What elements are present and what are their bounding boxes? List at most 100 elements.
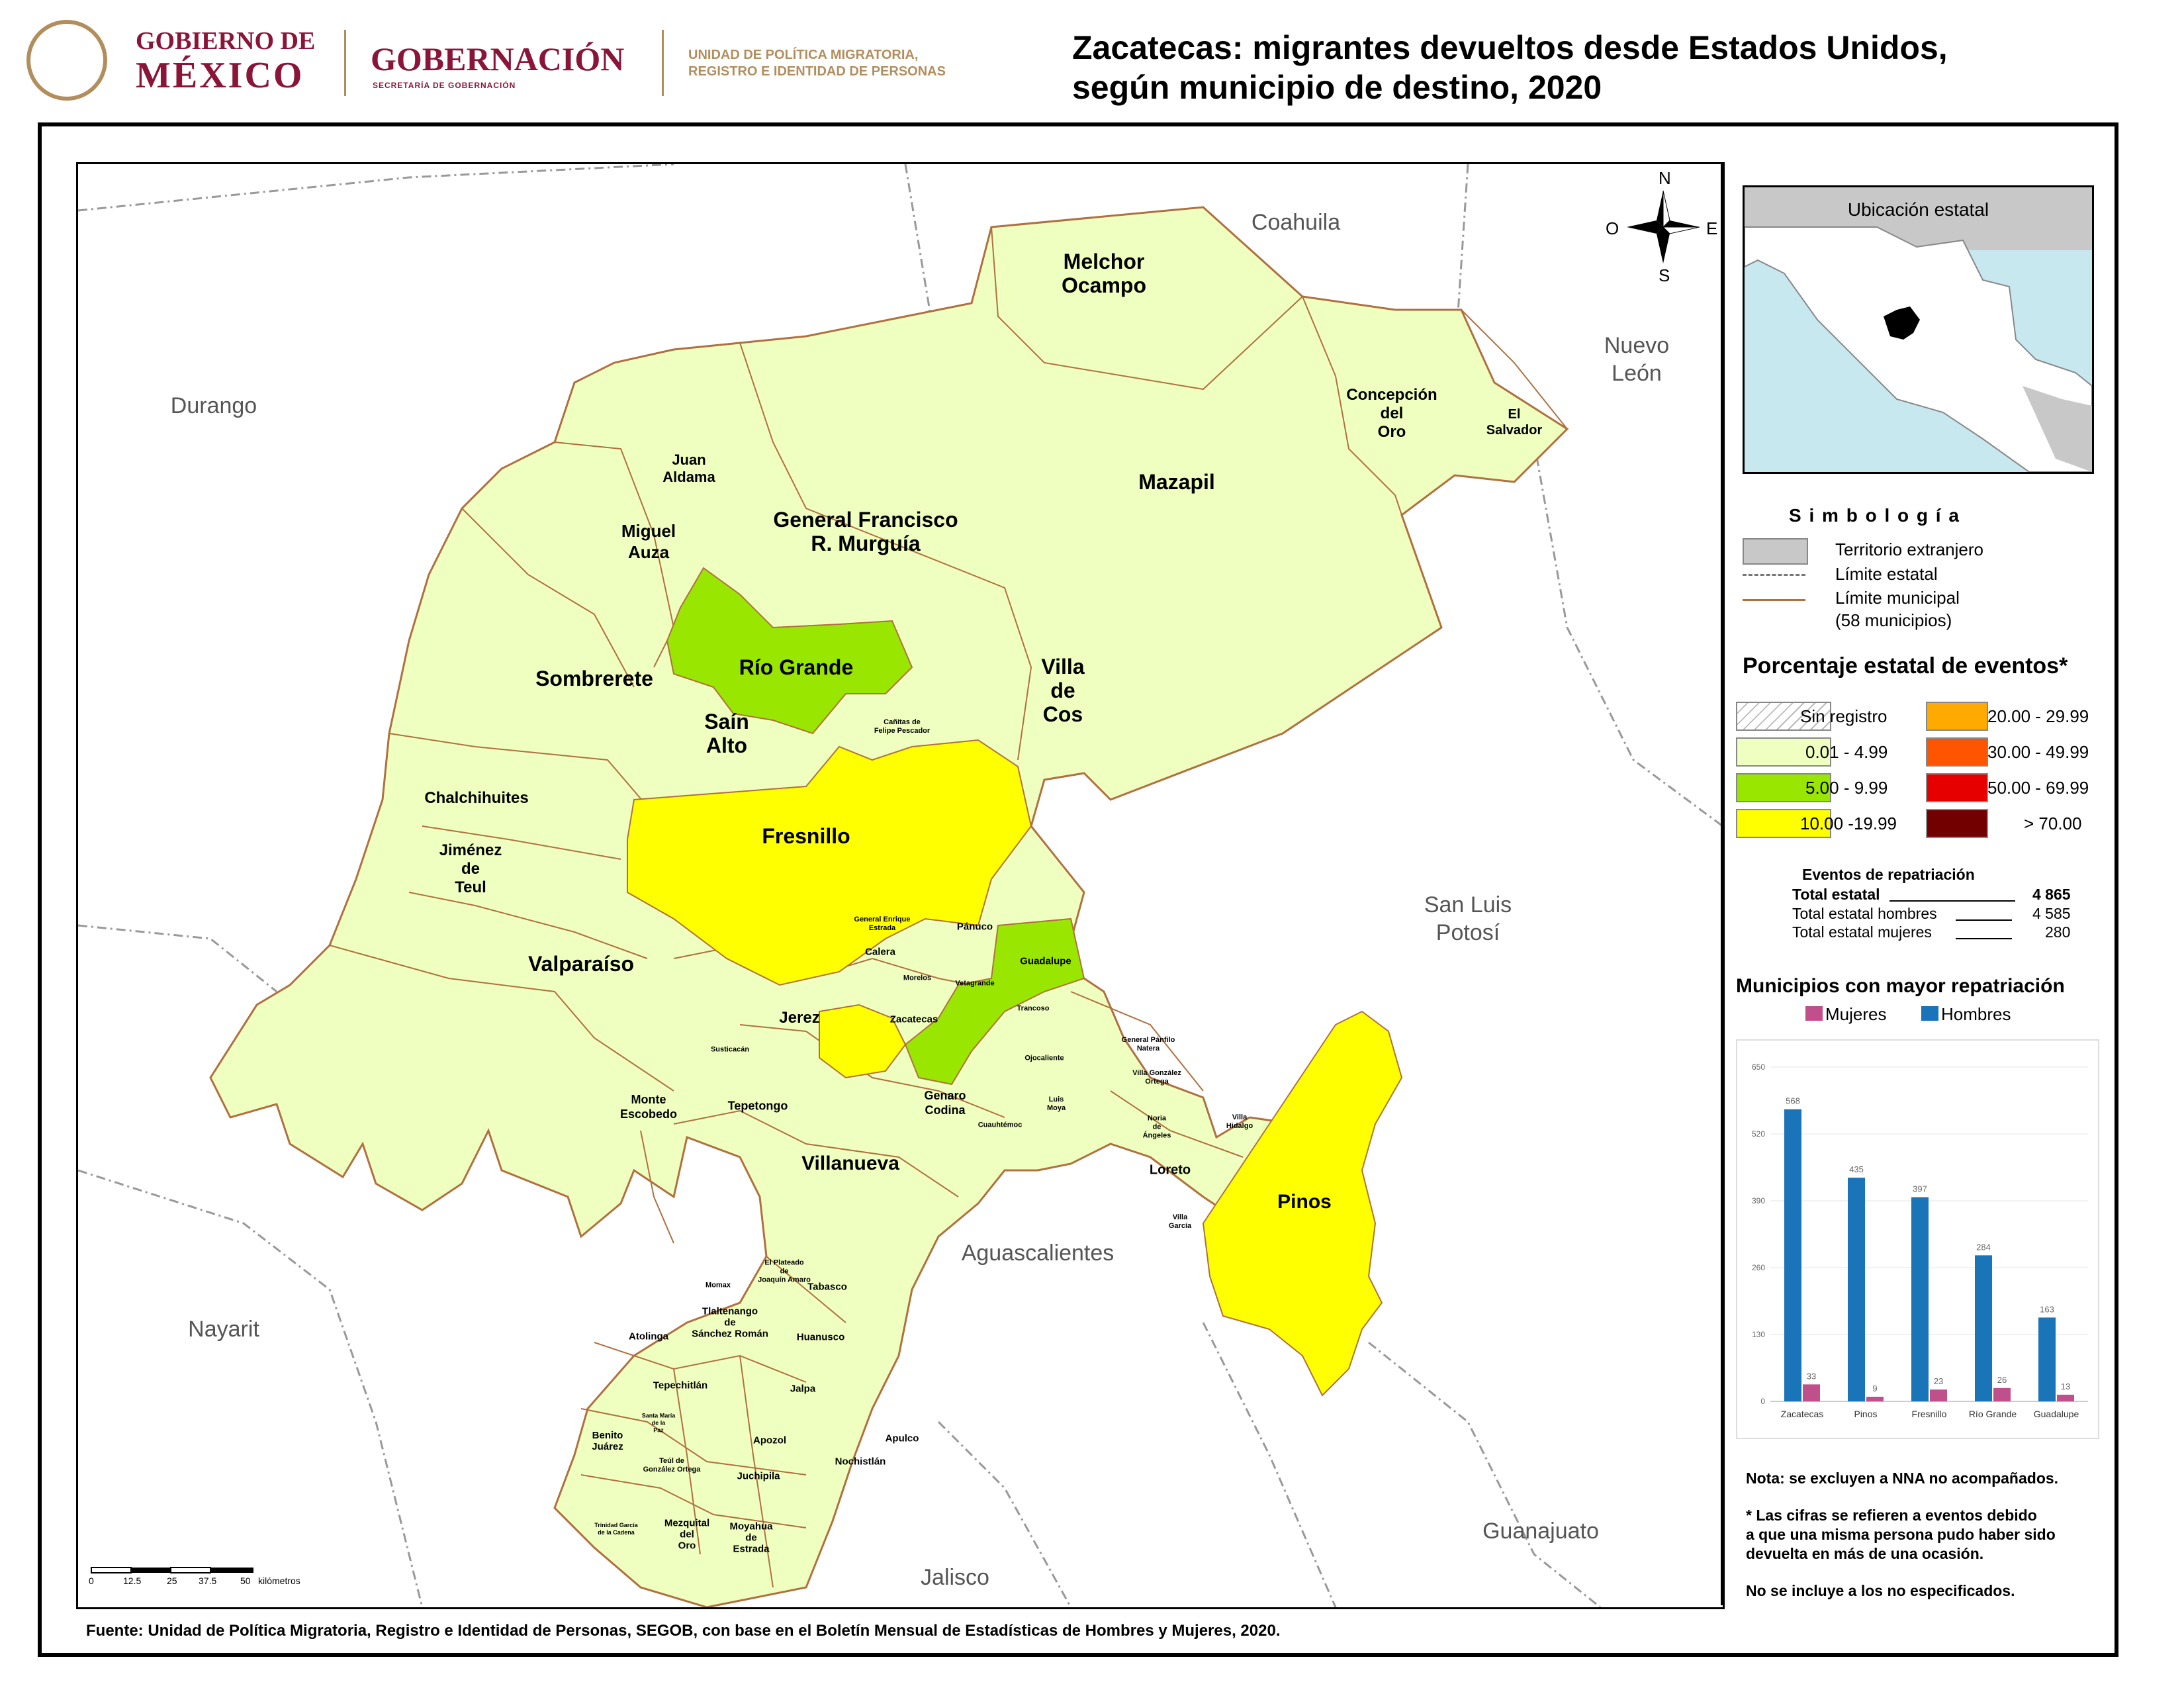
muni-moyahua: Moyahua de Estrada bbox=[729, 1521, 773, 1555]
chart-bar-mujeres bbox=[1930, 1389, 1947, 1401]
north-arrow-icon: N S O E bbox=[1606, 168, 1717, 285]
map-title-line1: Zacatecas: migrantes devueltos desde Est… bbox=[1072, 29, 1948, 66]
muni-rio-grande: Río Grande bbox=[739, 655, 854, 679]
muni-villa-gonzalez-ortega: Villa González Ortega bbox=[1132, 1069, 1181, 1086]
chart-ytick-label: 130 bbox=[1752, 1330, 1765, 1339]
header-divider bbox=[344, 30, 346, 96]
muni-mazapil: Mazapil bbox=[1138, 470, 1215, 494]
fresnillo-shape bbox=[627, 739, 1032, 986]
pct-title: Porcentaje estatal de eventos* bbox=[1743, 653, 2068, 679]
scale-tick-3: 37.5 bbox=[199, 1575, 217, 1586]
scale-tick-4: 50 bbox=[240, 1575, 251, 1586]
inset-map: Ubicación estatal bbox=[1743, 185, 2094, 474]
muni-villa-hidalgo: Villa Hidalgo bbox=[1226, 1113, 1253, 1130]
simbologia-title: S i m b o l o g í a bbox=[1789, 505, 1960, 526]
muni-calera: Calera bbox=[865, 946, 895, 958]
state-nuevo-leon: Nuevo León bbox=[1604, 333, 1670, 386]
note-nna: Nota: se excluyen a NNA no acompañados. bbox=[1746, 1470, 2059, 1487]
cat-2: 5.00 - 9.99 bbox=[1805, 778, 1888, 798]
muni-zacatecas: Zacatecas bbox=[889, 1013, 938, 1025]
mexico-seal-icon bbox=[26, 20, 107, 101]
state-limit-line bbox=[1743, 574, 1805, 576]
events-women-label: Total estatal mujeres bbox=[1792, 923, 1932, 941]
bar-chart: 0 130 260 390 520 650 568 33 Zacatecas 435 9 Pinos 3… bbox=[1752, 1062, 2088, 1419]
chart-category-label: Guadalupe bbox=[2034, 1409, 2079, 1419]
guadalupe-shape bbox=[904, 917, 1085, 1086]
muni-el-plateado: El Plateado de Joaquín Amaro bbox=[758, 1258, 811, 1284]
muni-valparaiso: Valparaíso bbox=[527, 952, 635, 976]
chart-data-label-mujeres: 33 bbox=[1807, 1371, 1816, 1381]
map-title-line2: según municipio de destino, 2020 bbox=[1072, 69, 1602, 106]
muni-canitas: Cañitas de Felipe Pescador bbox=[874, 718, 931, 735]
scale-unit: kilómetros bbox=[258, 1575, 300, 1586]
muni-monte-escobedo: Monte Escobedo bbox=[619, 1093, 678, 1121]
pinos-shape bbox=[1202, 1010, 1403, 1397]
municipal-limit-line bbox=[1743, 599, 1805, 601]
state-aguascalientes: Aguascalientes bbox=[961, 1241, 1115, 1266]
muni-gral-enrique-estrada: General Enrique Estrada bbox=[854, 915, 911, 932]
compass-s: S bbox=[1659, 265, 1670, 285]
cat-5: 30.00 - 49.99 bbox=[1987, 742, 2089, 762]
state-san-luis: San Luis Potosí bbox=[1424, 892, 1512, 945]
muni-atolinga: Atolinga bbox=[629, 1331, 668, 1342]
muni-mezquital: Mezquital del Oro bbox=[664, 1517, 710, 1552]
swatch-cat-6 bbox=[1926, 773, 1988, 802]
scale-tick-2: 25 bbox=[167, 1575, 177, 1586]
map-svg bbox=[78, 164, 1723, 1607]
legend-panel: Ubicación estatal S i m b o l o g í a Te… bbox=[1721, 162, 2110, 1605]
muni-genaro-codina: Genaro Codina bbox=[924, 1089, 966, 1117]
chart-ytick-label: 520 bbox=[1752, 1129, 1765, 1139]
muni-jimenez-del-teul: Jiménez de Teul bbox=[439, 841, 502, 896]
legend-limite-municipal: Límite municipal bbox=[1835, 588, 1960, 608]
chart-data-label-hombres: 568 bbox=[1786, 1096, 1800, 1106]
chart-category-label: Río Grande bbox=[1969, 1409, 2017, 1419]
rio-grande-shape bbox=[666, 567, 913, 735]
muni-tabasco: Tabasco bbox=[807, 1281, 847, 1293]
chart-bar-hombres bbox=[1911, 1197, 1929, 1401]
muni-huanusco: Huanusco bbox=[796, 1331, 845, 1343]
muni-apozol: Apozol bbox=[753, 1434, 786, 1446]
scale-tick-1: 12.5 bbox=[123, 1575, 142, 1586]
muni-ojocaliente: Ojocaliente bbox=[1024, 1054, 1064, 1062]
muni-sombrerete: Sombrerete bbox=[535, 667, 653, 690]
compass-n: N bbox=[1659, 168, 1671, 188]
chart-bar-mujeres bbox=[1803, 1384, 1820, 1401]
muni-panuco: Pánuco bbox=[956, 921, 993, 933]
events-total-label: Total estatal bbox=[1792, 886, 1880, 903]
legend-municipios-count: (58 municipios) bbox=[1835, 610, 1952, 630]
gobierno-line1: GOBIERNO DE bbox=[136, 27, 316, 55]
legend-territorio: Territorio extranjero bbox=[1835, 539, 1983, 559]
muni-trancoso: Trancoso bbox=[1017, 1004, 1050, 1013]
muni-concepcion-del-oro: Concepción del Oro bbox=[1346, 386, 1437, 441]
scale-bar bbox=[91, 1567, 253, 1573]
chart-bar-hombres bbox=[1848, 1178, 1865, 1401]
muni-guadalupe: Guadalupe bbox=[1020, 955, 1071, 967]
muni-juchipila: Juchipila bbox=[737, 1470, 780, 1482]
cat-7: > 70.00 bbox=[2024, 814, 2082, 833]
chart-data-label-mujeres: 23 bbox=[1934, 1376, 1943, 1386]
muni-melchor-ocampo: Melchor Ocampo bbox=[1061, 250, 1147, 297]
chart-bar-mujeres bbox=[1866, 1397, 1884, 1401]
municipal-boundaries bbox=[329, 226, 1568, 1588]
events-men-label: Total estatal hombres bbox=[1792, 905, 1937, 922]
chart-category-label: Fresnillo bbox=[1912, 1409, 1947, 1419]
gobernacion-subtitle: SECRETARÍA DE GOBERNACIÓN bbox=[373, 81, 516, 90]
chart-bar-hombres bbox=[1784, 1109, 1801, 1401]
muni-fresnillo: Fresnillo bbox=[762, 824, 850, 848]
state-jalisco: Jalisco bbox=[921, 1565, 989, 1590]
muni-santa-maria: Santa María de la Paz bbox=[641, 1412, 676, 1434]
chart-ytick-label: 0 bbox=[1760, 1397, 1765, 1406]
muni-juan-aldama: Juan Aldama bbox=[662, 451, 715, 485]
muni-benito-juarez: Benito Juárez bbox=[592, 1430, 623, 1452]
zacatecas-muni-shape bbox=[819, 1004, 907, 1079]
legend-men-swatch bbox=[1921, 1006, 1938, 1021]
muni-luis-moya: Luis Moya bbox=[1046, 1096, 1066, 1112]
cat-3: 10.00 -19.99 bbox=[1800, 814, 1897, 833]
muni-vetagrande: Vetagrande bbox=[955, 979, 995, 988]
gobernacion-logo: GOBERNACIÓN bbox=[371, 40, 625, 77]
chart-title: Municipios con mayor repatriación bbox=[1736, 975, 2065, 997]
muni-tepetongo: Tepetongo bbox=[727, 1099, 788, 1113]
events-total-line bbox=[1889, 900, 2015, 902]
scale-tick-0: 0 bbox=[89, 1575, 94, 1586]
swatch-cat-4 bbox=[1926, 702, 1988, 731]
